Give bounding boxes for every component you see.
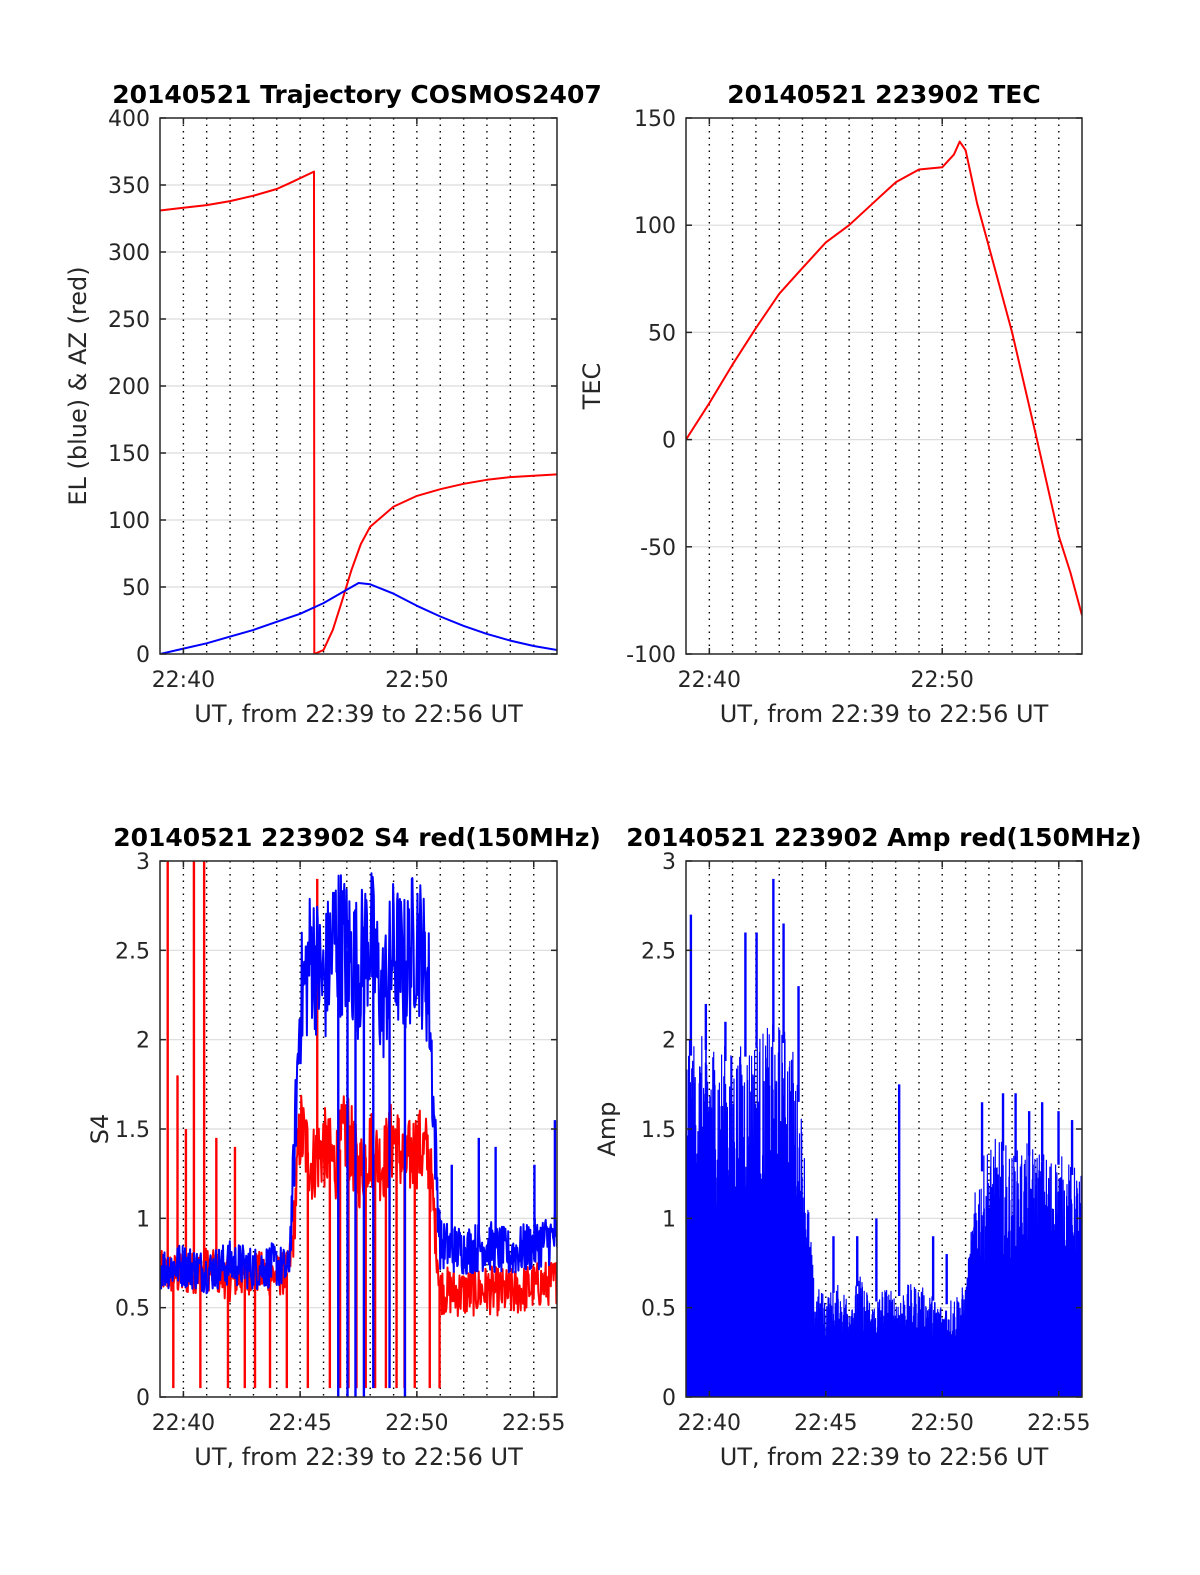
s4-ytick-label: 1 <box>136 1207 150 1232</box>
tec-ytick-label: 0 <box>662 429 676 454</box>
amp-ytick-label: 1.5 <box>641 1118 676 1143</box>
traj-x-axis-label: UT, from 22:39 to 22:56 UT <box>194 700 523 728</box>
s4-y-axis-label: S4 <box>86 1114 114 1145</box>
s4-xtick-label: 22:45 <box>268 1411 331 1436</box>
amp-xtick-label: 22:40 <box>678 1411 741 1436</box>
amp-x-axis-label: UT, from 22:39 to 22:56 UT <box>720 1443 1049 1471</box>
traj-ytick-label: 350 <box>108 174 150 199</box>
tec-y-axis-label: TEC <box>578 363 606 411</box>
s4-chart-title: 20140521 223902 S4 red(150MHz) <box>113 823 601 852</box>
traj-ytick-label: 300 <box>108 241 150 266</box>
s4-ytick-label: 3 <box>136 850 150 875</box>
tec-axes-box <box>685 117 1083 655</box>
tec-xtick-label: 22:50 <box>911 668 974 693</box>
traj-ytick-label: 200 <box>108 375 150 400</box>
amp-xtick-label: 22:45 <box>794 1411 857 1436</box>
tec-xtick-label: 22:40 <box>678 668 741 693</box>
traj-ytick-label: 250 <box>108 308 150 333</box>
tec-ytick-label: -100 <box>626 643 676 668</box>
amp-y-axis-label: Amp <box>593 1101 621 1156</box>
tec-chart-title: 20140521 223902 TEC <box>727 80 1040 109</box>
s4-panel: 0 0.5 1 1.5 2 2.5 3 22:40 22:45 22:50 22:55 2014052… <box>86 823 601 1471</box>
tec-x-axis-label: UT, from 22:39 to 22:56 UT <box>720 700 1049 728</box>
traj-ytick-label: 0 <box>136 643 150 668</box>
amp-xtick-label: 22:50 <box>911 1411 974 1436</box>
amp-ytick-label: 2 <box>662 1029 676 1054</box>
s4-xtick-label: 22:50 <box>385 1411 448 1436</box>
traj-ytick-label: 50 <box>122 576 150 601</box>
traj-ytick-label: 400 <box>108 107 150 132</box>
traj-xtick-label: 22:50 <box>385 668 448 693</box>
tec-ytick-label: 50 <box>648 321 676 346</box>
tec-ytick-label: -50 <box>640 536 676 561</box>
s4-ytick-label: 1.5 <box>115 1118 150 1143</box>
tec-ytick-label: 150 <box>634 107 676 132</box>
amp-ytick-label: 0 <box>662 1386 676 1411</box>
amp-xtick-label: 22:55 <box>1027 1411 1090 1436</box>
s4-ytick-label: 2 <box>136 1029 150 1054</box>
s4-ytick-label: 0.5 <box>115 1297 150 1322</box>
amp-ytick-label: 3 <box>662 850 676 875</box>
s4-ytick-label: 2.5 <box>115 939 150 964</box>
amp-panel: 0 0.5 1 1.5 2 2.5 3 22:40 22:45 22:50 22:55 2014052… <box>593 823 1142 1471</box>
tec-panel: -100 -50 0 50 100 150 22:40 22:50 20140521 22390… <box>578 80 1083 728</box>
traj-chart-title: 20140521 Trajectory COSMOS2407 <box>112 80 602 109</box>
amp-series-blue-line <box>686 1024 1082 1397</box>
tec-ytick-label: 100 <box>634 214 676 239</box>
amp-ytick-label: 0.5 <box>641 1297 676 1322</box>
amp-chart-title: 20140521 223902 Amp red(150MHz) <box>626 823 1142 852</box>
amp-ytick-label: 2.5 <box>641 939 676 964</box>
s4-xtick-label: 22:55 <box>502 1411 565 1436</box>
traj-ytick-label: 100 <box>108 509 150 534</box>
s4-xtick-label: 22:40 <box>152 1411 215 1436</box>
s4-series-red-line <box>160 1094 557 1317</box>
tec-series-red-line <box>686 140 1082 616</box>
traj-xtick-label: 22:40 <box>152 668 215 693</box>
s4-x-axis-label: UT, from 22:39 to 22:56 UT <box>194 1443 523 1471</box>
traj-series-blue-line <box>160 582 557 654</box>
trajectory-panel: 0 50 100 150 200 250 300 350 400 22:40 22:50 201405… <box>64 80 602 728</box>
traj-y-axis-label: EL (blue) & AZ (red) <box>64 266 92 505</box>
traj-series-red-line <box>160 170 557 654</box>
amp-ytick-label: 1 <box>662 1207 676 1232</box>
s4-ytick-label: 0 <box>136 1386 150 1411</box>
traj-ytick-label: 150 <box>108 442 150 467</box>
s4-series-blue-line <box>160 872 557 1295</box>
